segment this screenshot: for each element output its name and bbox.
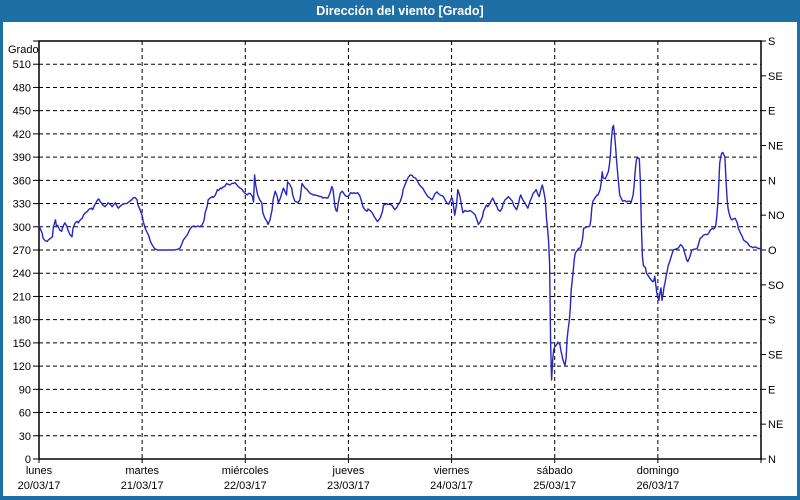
- x-day-date-label: 25/03/17: [533, 480, 576, 492]
- y-left-tick-label: 450: [13, 106, 31, 118]
- y-left-tick-label: 300: [13, 222, 31, 234]
- window-title: Dirección del viento [Grado]: [316, 4, 483, 18]
- x-day-name-label: martes: [125, 465, 159, 477]
- y-right-tick-label: E: [768, 106, 775, 118]
- x-day-date-label: 26/03/17: [636, 480, 679, 492]
- x-day-date-label: 22/03/17: [224, 480, 267, 492]
- y-left-tick-label: 30: [19, 431, 31, 443]
- y-left-tick-label: 180: [13, 315, 31, 327]
- y-right-tick-label: N: [768, 175, 776, 187]
- series-line: [38, 124, 762, 381]
- y-right-tick-label: S: [768, 315, 775, 327]
- x-day-date-label: 24/03/17: [430, 480, 473, 492]
- title-bar[interactable]: [0, 0, 800, 22]
- y-left-tick-label: 390: [13, 152, 31, 164]
- y-left-tick-label: 150: [13, 338, 31, 350]
- y-right-tick-label: SO: [768, 280, 784, 292]
- y-right-tick-label: O: [768, 245, 777, 257]
- x-day-name-label: domingo: [637, 465, 679, 477]
- y-left-tick-label: 240: [13, 268, 31, 280]
- x-day-name-label: viernes: [434, 465, 470, 477]
- y-left-tick-label: 420: [13, 129, 31, 141]
- x-day-date-label: 20/03/17: [18, 480, 61, 492]
- x-day-name-label: lunes: [26, 465, 53, 477]
- y-left-tick-label: 60: [19, 408, 31, 420]
- y-right-tick-label: N: [768, 454, 776, 466]
- chart-panel: [3, 22, 797, 496]
- y-right-tick-label: E: [768, 384, 775, 396]
- y-right-tick-label: NE: [768, 419, 783, 431]
- y-right-tick-label: NE: [768, 141, 783, 153]
- y-left-tick-label: 0: [25, 454, 31, 466]
- plot-area: 0 30 60 90 120 150 180 210 240 270 300 330 360 390 420…: [8, 36, 785, 492]
- y-right-tick-label: S: [768, 36, 775, 48]
- x-day-name-label: sábado: [537, 465, 573, 477]
- y-left-tick-label: 270: [13, 245, 31, 257]
- y-axis-title: Grado: [8, 44, 39, 56]
- y-left-tick-label: 360: [13, 175, 31, 187]
- y-left-tick-label: 120: [13, 361, 31, 373]
- y-left-tick-label: 330: [13, 199, 31, 211]
- y-right-tick-label: SE: [768, 350, 783, 362]
- y-left-tick-label: 90: [19, 384, 31, 396]
- y-left-tick-label: 210: [13, 291, 31, 303]
- x-day-date-label: 23/03/17: [327, 480, 370, 492]
- y-left-tick-label: 480: [13, 82, 31, 94]
- y-left-tick-label: 510: [13, 59, 31, 71]
- x-day-name-label: miércoles: [222, 465, 270, 477]
- x-day-name-label: jueves: [332, 465, 365, 477]
- y-right-tick-label: SE: [768, 71, 783, 83]
- y-right-tick-label: NO: [768, 210, 785, 222]
- x-day-date-label: 21/03/17: [121, 480, 164, 492]
